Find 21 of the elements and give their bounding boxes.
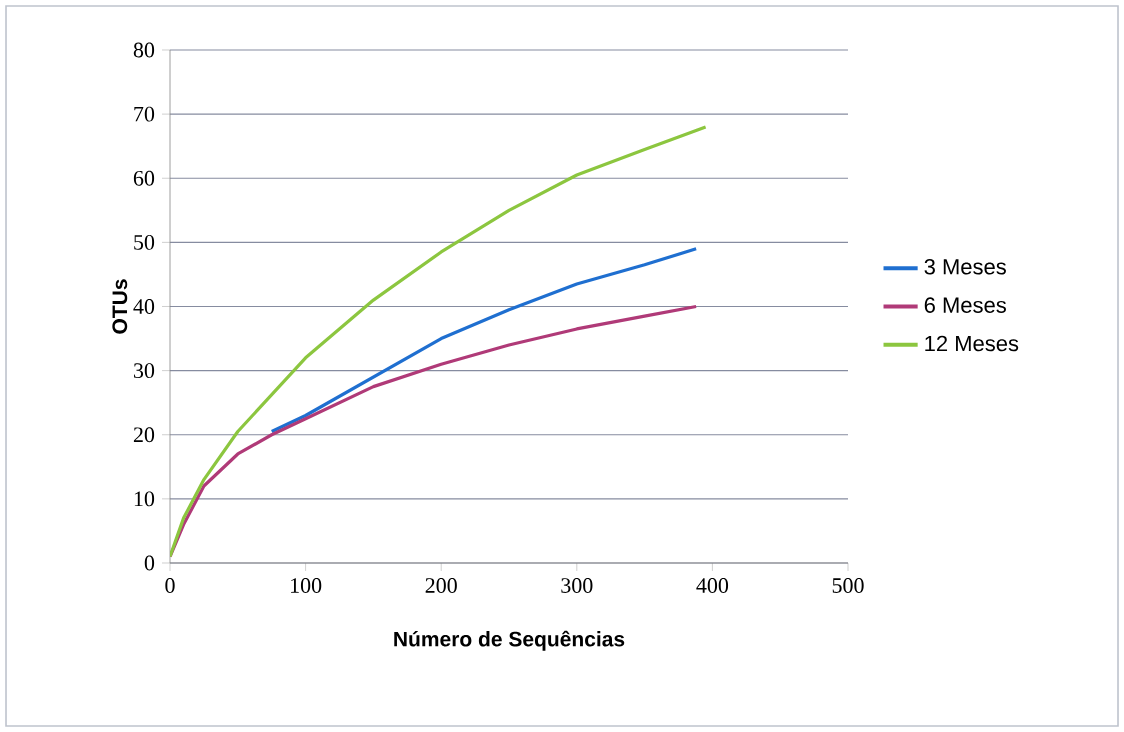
x-tick-label: 500 [832,578,864,593]
legend-label: 12 Meses [925,335,1019,352]
legend-label: 6 Meses [924,297,1006,313]
x-tick-label: 300 [561,578,593,593]
y-tick-label: 40 [133,299,155,314]
y-tick-label: 70 [134,106,155,122]
x-tick-label: 400 [696,578,729,593]
y-tick-label: 30 [134,363,155,379]
line-series [170,125,708,559]
x-tick-label: 200 [425,578,457,593]
legend-label: 3 Meses [924,258,1006,275]
y-tick-label: 80 [133,42,155,58]
y-axis-title: OTUs [112,279,128,334]
y-tick-label: 50 [134,234,155,250]
y-tick-label: 0 [144,555,155,571]
x-tick-label: 100 [291,578,322,593]
y-tick-label: 20 [133,427,155,443]
y-tick-label: 10 [134,491,155,507]
x-tick-label: 0 [165,578,175,593]
y-tick-label: 60 [133,170,155,186]
x-axis-title: Número de Sequências [394,630,625,651]
